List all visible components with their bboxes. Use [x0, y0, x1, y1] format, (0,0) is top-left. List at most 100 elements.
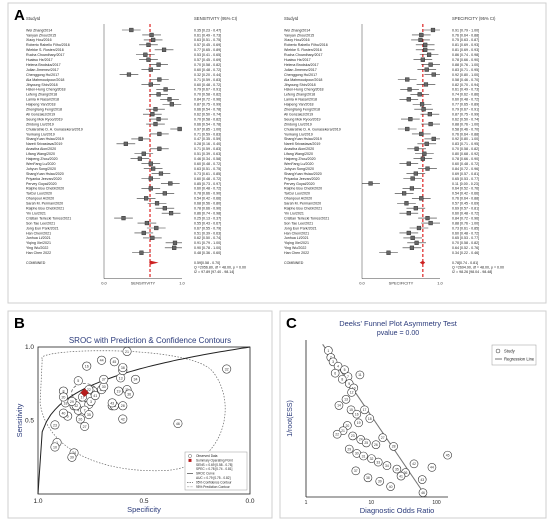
forest-study-value: 0.70 [0.58 - 0.82] — [194, 93, 221, 97]
funnel-study-point — [355, 370, 365, 380]
forest-study-marker — [157, 131, 162, 137]
forest-study-marker — [406, 161, 411, 166]
forest-study-value: 0.79 [0.67 - 0.91] — [194, 88, 221, 92]
sroc-point-label: 34 — [134, 378, 138, 382]
sroc-legend-entry: 95% Prediction Contour — [196, 485, 231, 489]
forest-study-label: Haipeng Zhou/2020 — [26, 157, 58, 161]
funnel-point-label: 36 — [404, 471, 408, 475]
forest-study-value: 0.76 [0.64 - 0.88] — [452, 33, 479, 37]
forest-study-marker — [148, 82, 153, 87]
deeks-funnel-plot: Deeks' Funnel Plot Asymmetry Test pvalue … — [287, 319, 537, 515]
sroc-point-label: 3 — [90, 400, 92, 404]
forest-study-label: Lifang Wang/2020 — [26, 152, 55, 156]
forest-study-label: Ala Mahmoudpour/2018 — [26, 78, 64, 82]
funnel-study-point — [346, 405, 356, 415]
forest-study-label: Junhua Li/2021 — [26, 236, 51, 240]
forest-study-value: 0.60 [0.48 - 0.72] — [194, 83, 221, 87]
forest-study-value: 0.83 [0.71 - 0.95] — [452, 142, 479, 146]
sroc-point-label: 43 — [110, 401, 114, 405]
forest-study-label: Chenggong Hu/2017 — [26, 73, 59, 77]
forest-study-marker — [368, 181, 373, 186]
forest-study-marker — [421, 107, 426, 112]
forest-study-label: Nareti Srivastava/2019 — [26, 142, 62, 146]
funnel-study-point — [341, 395, 351, 404]
funnel-point-label: 38 — [366, 476, 370, 480]
forest-study-label: TaiCui Luo/2020 — [26, 192, 52, 196]
forest-study-label: Huaiwu He/2017 — [284, 58, 311, 62]
forest-study-marker — [144, 220, 149, 226]
forest-study-value: 0.92 [0.80 - 1.00] — [452, 73, 479, 77]
funnel-study-point — [363, 473, 373, 483]
forest-study-marker — [405, 126, 410, 132]
sroc-x-tick: 0.0 — [245, 498, 254, 505]
forest-study-label: Sarah M. Perman/2020 — [26, 202, 63, 206]
funnel-point-label: 44 — [430, 466, 434, 470]
forest-study-marker — [406, 211, 411, 216]
forest-study-value: 0.88 [0.76 - 1.00] — [452, 63, 479, 67]
forest-study-value: 0.46 [0.34 - 0.58] — [194, 157, 221, 161]
forest-study-marker — [137, 156, 142, 161]
panel-a-frame — [7, 2, 547, 304]
forest-study-value: 0.51 [0.39 - 0.63] — [194, 152, 221, 156]
forest-study-value: 0.66 [0.54 - 0.78] — [194, 108, 221, 112]
forest-study-marker — [413, 206, 418, 211]
forest-study-label: Haipeng Zhou/2020 — [284, 157, 316, 161]
forest-study-value: 0.11 [0.00 - 0.23] — [452, 182, 479, 186]
forest-study-marker — [410, 176, 415, 181]
funnel-point-label: 35 — [395, 467, 399, 471]
sroc-plot: SROC with Prediction & Confidence Contou… — [15, 336, 255, 514]
forest-study-marker — [428, 121, 433, 127]
forest-study-label: Anastha Aion/2020 — [26, 147, 56, 151]
funnel-study-point — [373, 457, 383, 467]
forest-stats-line: Q =2694.90, df = 48.00, p = 0.00 — [452, 266, 504, 270]
sroc-point-label: 40 — [61, 412, 65, 416]
forest-study-marker — [123, 141, 128, 146]
forest-study-marker — [431, 136, 436, 141]
funnel-point-label: 46 — [421, 491, 425, 495]
forest-study-value: 0.47 [0.35 - 0.59] — [194, 137, 221, 141]
forest-study-marker — [151, 166, 156, 171]
forest-study-marker — [419, 102, 425, 107]
forest-study-value: 0.32 [0.20 - 0.44] — [194, 73, 221, 77]
forest-study-label: Seung Mok Ryoo/2019 — [284, 117, 321, 121]
funnel-legend-marker — [495, 348, 501, 354]
forest-study-value: 0.88 [0.76 - 1.00] — [452, 221, 479, 225]
forest-study-marker — [426, 52, 432, 57]
forest-study-marker — [150, 112, 155, 117]
forest-study-marker — [163, 87, 168, 92]
funnel-point-label: 1 — [327, 349, 329, 353]
funnel-point-label: 10 — [352, 386, 356, 390]
sroc-point-label: 39 — [70, 456, 74, 460]
sroc-observed-point — [97, 355, 107, 365]
forest-study-value: 0.87 [0.75 - 0.99] — [194, 103, 221, 107]
funnel-title: Deeks' Funnel Plot Asymmetry Test — [339, 319, 458, 328]
sroc-point-label: 12 — [74, 404, 78, 408]
forest-study-marker — [156, 92, 161, 97]
sroc-observed-point — [114, 386, 124, 396]
forest-study-marker — [410, 235, 415, 240]
funnel-point-label: 27 — [381, 436, 385, 440]
forest-study-label: Roberto Rabello Filho/2016 — [26, 43, 70, 47]
forest-study-label: Yiqing Xie/2021 — [284, 241, 309, 245]
sroc-point-label: 4 — [77, 409, 79, 413]
forest-study-marker — [177, 126, 182, 132]
forest-study-value: 0.28 [0.16 - 0.40] — [194, 142, 221, 146]
forest-study-marker — [427, 112, 432, 117]
forest-study-label: ShangYuan Hsiao/2020 — [26, 172, 64, 176]
forest-study-marker — [409, 186, 415, 191]
funnel-study-point — [360, 405, 369, 415]
funnel-study-point — [365, 414, 375, 423]
forest-study-marker — [405, 77, 410, 82]
forest-study-label: Cristian Terlecki Torres/2021 — [284, 216, 329, 220]
funnel-study-point — [344, 444, 354, 454]
forest-study-marker — [417, 92, 422, 97]
forest-study-value: 0.97 [0.85 - 1.00] — [194, 127, 221, 131]
forest-study-marker — [126, 72, 132, 77]
funnel-study-point — [378, 433, 388, 442]
forest-study-value: 0.62 [0.50 - 0.74] — [194, 112, 221, 116]
sroc-legend-marker — [188, 454, 192, 458]
forest-study-value: 0.87 [0.75 - 0.99] — [452, 112, 479, 116]
forest-study-value: 0.90 [0.78 - 1.00] — [194, 246, 221, 250]
sroc-legend-entry: AUC = 0.79 [0.75 - 0.82] — [196, 476, 231, 480]
